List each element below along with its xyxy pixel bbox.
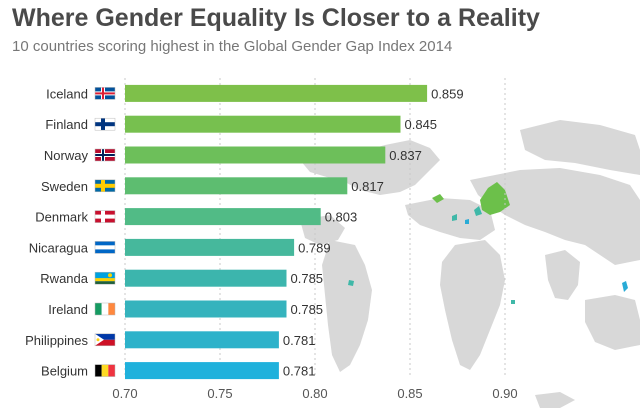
bar-philippines: [125, 331, 279, 349]
bar-rwanda: [125, 269, 287, 287]
value-label: 0.837: [389, 148, 422, 163]
denmark-flag-icon: [94, 210, 116, 223]
value-label: 0.789: [298, 240, 331, 255]
bar-denmark: [125, 208, 321, 226]
bar-nicaragua: [125, 238, 295, 256]
value-label: 0.859: [431, 86, 464, 101]
category-label: Belgium: [41, 364, 88, 379]
value-label: 0.817: [351, 179, 384, 194]
ireland-flag-icon: [94, 302, 116, 316]
value-label: 0.803: [325, 210, 358, 225]
nicaragua-flag-icon: [94, 241, 116, 254]
x-tick-label: 0.80: [302, 386, 327, 401]
norway-flag-icon: [94, 148, 116, 162]
x-axis-ticks: 0.70 0.75 0.80 0.85 0.90: [112, 386, 517, 401]
iceland-flag-icon: [94, 87, 116, 100]
flags: [94, 87, 116, 377]
bar-norway: [125, 146, 386, 164]
bars: [125, 84, 428, 380]
category-label: Philippines: [25, 333, 88, 348]
x-tick-label: 0.75: [207, 386, 232, 401]
value-label: 0.781: [283, 333, 316, 348]
x-tick-label: 0.70: [112, 386, 137, 401]
category-label: Sweden: [41, 179, 88, 194]
category-label: Nicaragua: [29, 240, 89, 255]
belgium-flag-icon: [94, 364, 116, 377]
bar-finland: [125, 115, 401, 133]
category-label: Iceland: [46, 86, 88, 101]
sweden-flag-icon: [94, 179, 116, 193]
value-labels: 0.859 0.845 0.837 0.817 0.803 0.789 0.785 0.785…: [283, 86, 464, 378]
category-label: Ireland: [48, 302, 88, 317]
category-labels: Iceland Finland Norway Sweden Denmark Nicarag…: [25, 86, 89, 378]
value-label: 0.781: [283, 364, 316, 379]
category-label: Finland: [45, 117, 88, 132]
category-label: Denmark: [35, 210, 88, 225]
chart-subtitle: 10 countries scoring highest in the Glob…: [12, 38, 453, 55]
bar-belgium: [125, 362, 279, 380]
x-tick-label: 0.90: [492, 386, 517, 401]
finland-flag-icon: [94, 117, 116, 131]
value-label: 0.785: [291, 271, 324, 286]
bar-ireland: [125, 300, 287, 318]
bar-sweden: [125, 177, 348, 195]
philippines-flag-icon: [94, 333, 116, 347]
x-tick-label: 0.85: [397, 386, 422, 401]
chart-title: Where Gender Equality Is Closer to a Rea…: [12, 4, 540, 32]
value-label: 0.785: [291, 302, 324, 317]
bar-iceland: [125, 84, 428, 102]
category-label: Norway: [44, 148, 89, 163]
value-label: 0.845: [405, 117, 438, 132]
category-label: Rwanda: [40, 271, 88, 286]
rwanda-flag-icon: [94, 271, 116, 285]
